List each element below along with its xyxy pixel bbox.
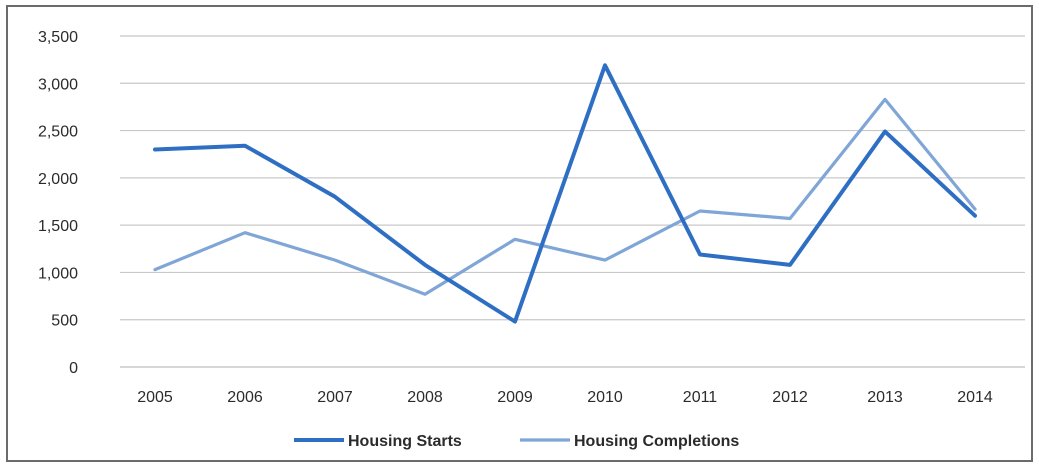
y-tick-label: 0 — [69, 360, 78, 377]
y-tick-label: 2,000 — [38, 171, 78, 188]
x-tick-label: 2014 — [957, 389, 993, 406]
x-tick-label: 2012 — [772, 389, 808, 406]
y-tick-label: 3,000 — [38, 76, 78, 93]
x-tick-label: 2010 — [587, 389, 623, 406]
x-tick-label: 2007 — [317, 389, 353, 406]
legend-label: Housing Completions — [574, 433, 739, 450]
x-tick-label: 2006 — [227, 389, 263, 406]
x-tick-label: 2005 — [137, 389, 173, 406]
y-tick-label: 1,000 — [38, 265, 78, 282]
y-tick-label: 1,500 — [38, 218, 78, 235]
y-tick-label: 500 — [51, 313, 78, 330]
x-tick-label: 2009 — [497, 389, 533, 406]
x-tick-label: 2011 — [683, 389, 718, 406]
x-tick-label: 2008 — [407, 389, 443, 406]
legend-label: Housing Starts — [348, 433, 462, 450]
x-tick-label: 2013 — [867, 389, 903, 406]
y-tick-label: 2,500 — [38, 124, 78, 141]
y-tick-label: 3,500 — [38, 29, 78, 46]
